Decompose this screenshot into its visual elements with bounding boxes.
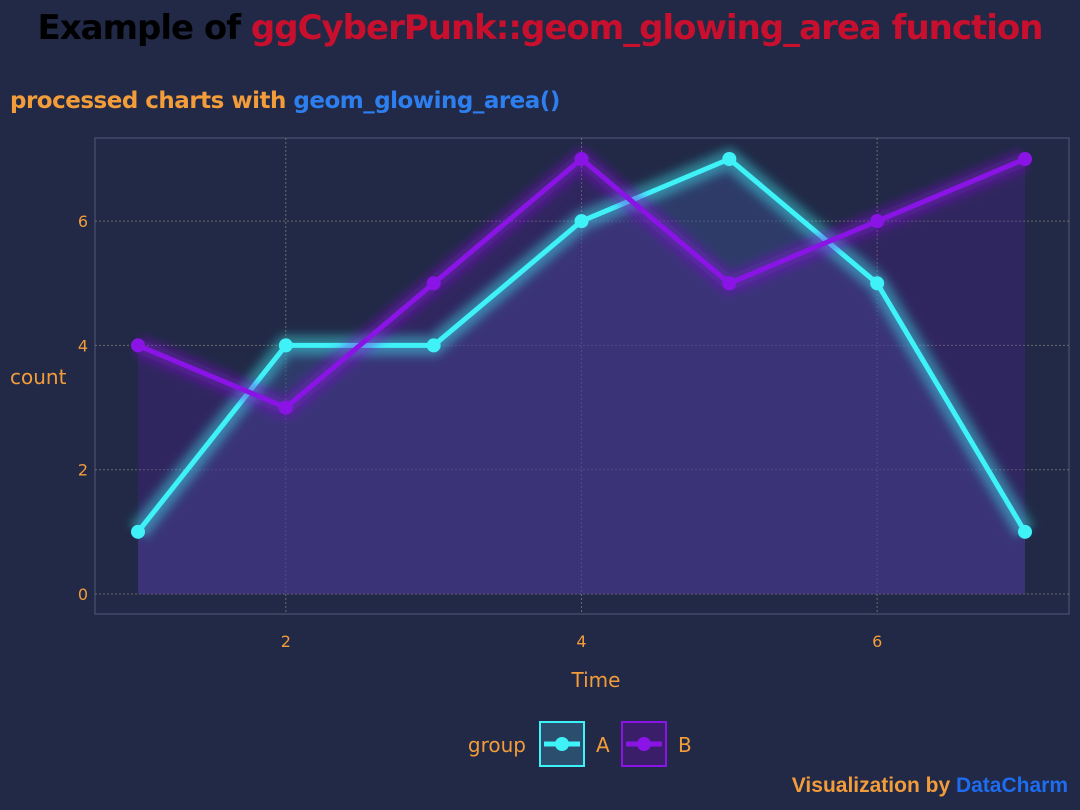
x-axis-title: Time bbox=[571, 668, 621, 692]
point-series-b bbox=[870, 214, 885, 229]
y-tick-label: 6 bbox=[78, 212, 88, 231]
title-highlight: ggCyberPunk::geom_glowing_area function bbox=[250, 8, 1044, 48]
point-series-a bbox=[1018, 524, 1032, 539]
area-series-b bbox=[138, 159, 1025, 594]
legend-title: group bbox=[468, 733, 526, 757]
title-prefix: Example of bbox=[37, 8, 251, 48]
point-series-a bbox=[131, 524, 145, 539]
subtitle-highlight: geom_glowing_area() bbox=[293, 88, 560, 114]
point-series-b bbox=[722, 276, 737, 291]
legend-point-a bbox=[555, 737, 569, 751]
y-tick-label: 0 bbox=[78, 585, 88, 604]
point-series-a bbox=[722, 152, 737, 166]
chart-subtitle: processed charts with geom_glowing_area(… bbox=[10, 88, 560, 114]
subtitle-prefix: processed charts with bbox=[10, 88, 294, 114]
point-series-b bbox=[1018, 152, 1032, 166]
y-tick-label: 4 bbox=[78, 336, 88, 355]
y-tick-label: 2 bbox=[78, 461, 88, 480]
x-tick-label: 6 bbox=[872, 632, 882, 651]
caption-prefix: Visualization by bbox=[791, 774, 956, 797]
point-series-a bbox=[870, 276, 885, 291]
point-series-a bbox=[574, 214, 589, 229]
point-series-a bbox=[278, 338, 293, 353]
x-tick-label: 2 bbox=[281, 632, 291, 651]
x-tick-label: 4 bbox=[576, 632, 586, 651]
point-series-b bbox=[426, 276, 441, 291]
legend-point-b bbox=[637, 737, 651, 751]
point-series-a bbox=[426, 338, 441, 353]
point-series-b bbox=[278, 400, 293, 415]
chart-caption: Visualization by DataCharm bbox=[792, 774, 1068, 798]
point-series-b bbox=[574, 152, 589, 166]
area-series-a bbox=[138, 159, 1025, 594]
y-axis-title: count bbox=[10, 365, 67, 389]
chart-title: Example of ggCyberPunk::geom_glowing_are… bbox=[0, 8, 1080, 48]
caption-highlight: DataCharm bbox=[955, 774, 1068, 797]
point-series-b bbox=[131, 338, 145, 353]
legend-label-a: A bbox=[596, 733, 610, 757]
legend-label-b: B bbox=[678, 733, 692, 757]
